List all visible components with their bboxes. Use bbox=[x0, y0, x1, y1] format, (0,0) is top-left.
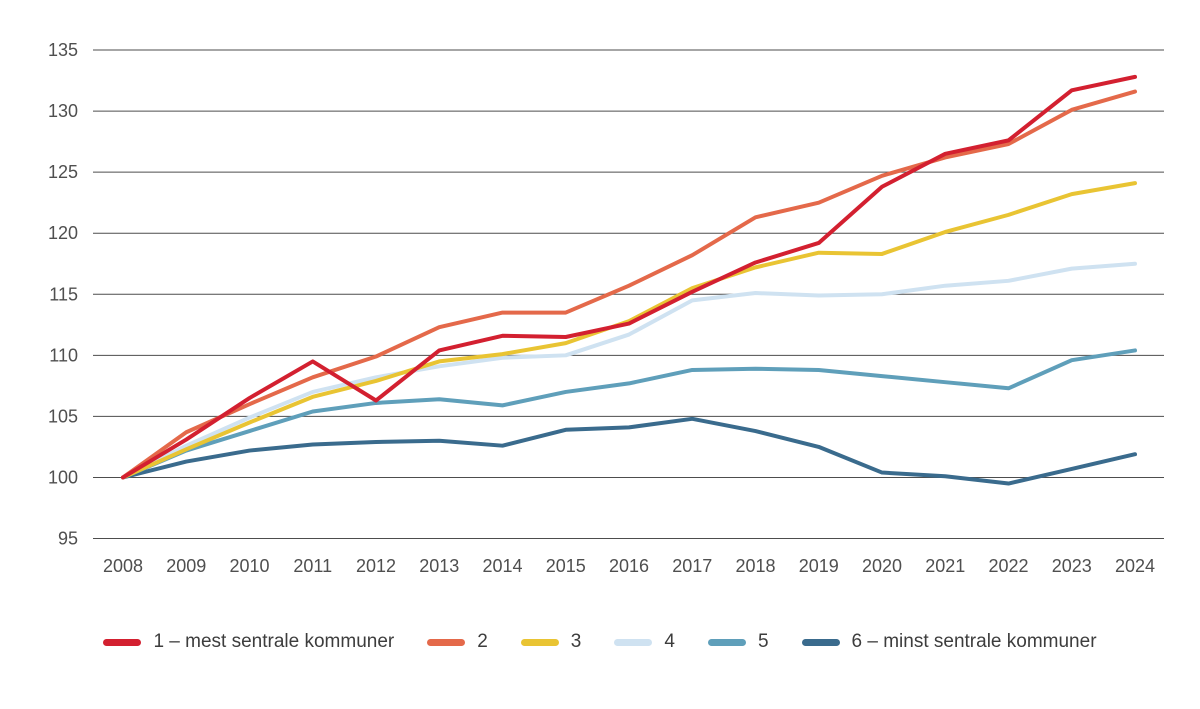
series-line-5 bbox=[121, 348, 1137, 480]
x-axis-label: 2022 bbox=[988, 556, 1028, 576]
legend-item-4: 4 bbox=[614, 631, 675, 653]
x-axis-label: 2013 bbox=[419, 556, 459, 576]
legend-label: 6 – minst sentrale kommuner bbox=[851, 631, 1097, 652]
legend-item-3: 3 bbox=[520, 631, 582, 653]
y-axis-label: 125 bbox=[48, 162, 78, 182]
y-axis-label: 115 bbox=[49, 284, 78, 304]
series-line-6 bbox=[121, 416, 1137, 486]
legend-swatch-icon bbox=[707, 638, 746, 646]
x-axis-label: 2024 bbox=[1115, 556, 1155, 576]
series-line-1 bbox=[121, 74, 1137, 480]
series-line-2 bbox=[121, 89, 1137, 480]
chart-canvas: 95 100 105 110 115 120 125 130 135 2008 2009 2010 20… bbox=[48, 40, 1164, 576]
legend-swatch-icon bbox=[427, 638, 466, 646]
x-axis-label: 2018 bbox=[735, 556, 775, 576]
legend-swatch-icon bbox=[614, 638, 653, 646]
y-axis-label: 130 bbox=[48, 101, 78, 121]
legend-item-2: 2 bbox=[427, 631, 488, 653]
x-axis-label: 2011 bbox=[293, 556, 332, 576]
x-axis-label: 2014 bbox=[482, 556, 522, 576]
legend-label: 1 – mest sentrale kommuner bbox=[153, 631, 395, 652]
x-axis-label: 2020 bbox=[862, 556, 902, 576]
y-axis-label: 120 bbox=[48, 223, 78, 243]
chart-legend: 1 – mest sentrale kommuner 2 3 4 5 6 – minst … bbox=[0, 631, 1200, 653]
x-axis-label: 2016 bbox=[609, 556, 649, 576]
legend-swatch-icon bbox=[520, 638, 559, 646]
legend-label: 5 bbox=[757, 631, 769, 652]
x-axis-label: 2012 bbox=[356, 556, 396, 576]
legend-label: 3 bbox=[570, 631, 582, 652]
x-axis-label: 2008 bbox=[103, 556, 143, 576]
legend-item-1: 1 – mest sentrale kommuner bbox=[103, 631, 394, 653]
x-axis-label: 2010 bbox=[229, 556, 269, 576]
x-axis-label: 2019 bbox=[799, 556, 839, 576]
x-axis-label: 2017 bbox=[672, 556, 712, 576]
legend-swatch-icon bbox=[103, 638, 142, 646]
y-axis-label: 105 bbox=[48, 406, 78, 426]
x-axis-label: 2015 bbox=[546, 556, 586, 576]
x-axis-label: 2009 bbox=[166, 556, 206, 576]
legend-label: 4 bbox=[664, 631, 675, 652]
x-axis-label: 2021 bbox=[925, 556, 965, 576]
x-axis-label: 2023 bbox=[1052, 556, 1092, 576]
legend-item-5: 5 bbox=[707, 631, 769, 653]
y-axis-label: 110 bbox=[49, 345, 78, 365]
y-axis-label: 95 bbox=[58, 529, 78, 549]
series-line-4 bbox=[121, 261, 1137, 480]
y-axis-label: 100 bbox=[48, 467, 78, 487]
legend-label: 2 bbox=[477, 631, 488, 652]
legend-swatch-icon bbox=[801, 638, 840, 646]
series-line-3 bbox=[121, 181, 1137, 480]
y-axis-label: 135 bbox=[48, 40, 78, 60]
legend-item-6: 6 – minst sentrale kommuner bbox=[801, 631, 1097, 653]
